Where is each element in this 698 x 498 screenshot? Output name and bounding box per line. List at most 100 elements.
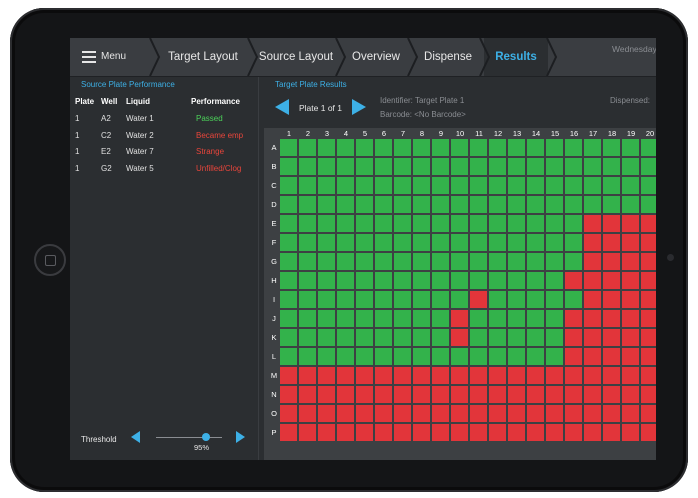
plate-well[interactable] [527,139,544,156]
plate-well[interactable] [375,405,392,422]
plate-well[interactable] [546,196,563,213]
plate-well[interactable] [622,177,639,194]
plate-well[interactable] [280,139,297,156]
plate-well[interactable] [394,310,411,327]
plate-well[interactable] [318,272,335,289]
plate-well[interactable] [508,177,525,194]
plate-well[interactable] [280,234,297,251]
plate-well[interactable] [375,253,392,270]
plate-well[interactable] [470,234,487,251]
plate-well[interactable] [337,405,354,422]
plate-well[interactable] [565,348,582,365]
plate-well[interactable] [413,253,430,270]
plate-well[interactable] [489,291,506,308]
plate-well[interactable] [394,424,411,441]
plate-well[interactable] [489,386,506,403]
plate-well[interactable] [356,158,373,175]
plate-well[interactable] [280,272,297,289]
plate-well[interactable] [375,348,392,365]
plate-well[interactable] [394,215,411,232]
plate-well[interactable] [603,158,620,175]
plate-well[interactable] [470,424,487,441]
plate-well[interactable] [451,158,468,175]
plate-well[interactable] [565,424,582,441]
plate-well[interactable] [641,291,656,308]
plate-well[interactable] [299,158,316,175]
plate-well[interactable] [508,158,525,175]
plate-well[interactable] [603,310,620,327]
plate-well[interactable] [622,234,639,251]
plate-well[interactable] [584,348,601,365]
plate-well[interactable] [299,272,316,289]
plate-well[interactable] [318,177,335,194]
plate-well[interactable] [451,215,468,232]
plate-well[interactable] [565,158,582,175]
plate-well[interactable] [470,272,487,289]
plate-well[interactable] [413,196,430,213]
nav-step-dispense[interactable]: Dispense [424,51,472,63]
plate-well[interactable] [337,215,354,232]
plate-well[interactable] [413,158,430,175]
plate-well[interactable] [299,329,316,346]
plate-well[interactable] [489,367,506,384]
plate-well[interactable] [337,196,354,213]
plate-well[interactable] [394,329,411,346]
plate-well[interactable] [470,139,487,156]
plate-well[interactable] [508,310,525,327]
plate-well[interactable] [584,158,601,175]
plate-well[interactable] [508,386,525,403]
plate-well[interactable] [318,215,335,232]
plate-well[interactable] [641,139,656,156]
plate-well[interactable] [584,196,601,213]
plate-well[interactable] [527,196,544,213]
plate-well[interactable] [432,348,449,365]
plate-well[interactable] [375,139,392,156]
plate-well[interactable] [489,253,506,270]
plate-well[interactable] [451,272,468,289]
plate-well[interactable] [565,310,582,327]
plate-well[interactable] [622,424,639,441]
plate-well[interactable] [375,158,392,175]
plate-well[interactable] [299,405,316,422]
plate-well[interactable] [565,253,582,270]
plate-well[interactable] [413,139,430,156]
plate-well[interactable] [280,386,297,403]
plate-well[interactable] [451,234,468,251]
plate-well[interactable] [299,196,316,213]
plate-well[interactable] [299,310,316,327]
plate-well[interactable] [356,329,373,346]
plate-well[interactable] [451,139,468,156]
plate-well[interactable] [375,386,392,403]
plate-well[interactable] [489,177,506,194]
next-plate-icon[interactable] [352,99,366,115]
plate-well[interactable] [546,158,563,175]
plate-well[interactable] [565,367,582,384]
plate-well[interactable] [508,272,525,289]
plate-well[interactable] [280,348,297,365]
plate-well[interactable] [546,253,563,270]
plate-well[interactable] [527,291,544,308]
plate-well[interactable] [641,310,656,327]
plate-well[interactable] [299,177,316,194]
plate-well[interactable] [318,253,335,270]
plate-well[interactable] [546,424,563,441]
plate-well[interactable] [546,329,563,346]
plate-well[interactable] [432,177,449,194]
plate-well[interactable] [584,424,601,441]
threshold-slider-track[interactable] [156,437,222,438]
plate-well[interactable] [527,405,544,422]
plate-well[interactable] [356,386,373,403]
plate-well[interactable] [622,386,639,403]
plate-well[interactable] [622,215,639,232]
plate-well[interactable] [470,215,487,232]
plate-well[interactable] [375,272,392,289]
plate-well[interactable] [527,272,544,289]
plate-well[interactable] [546,177,563,194]
plate-well[interactable] [565,177,582,194]
plate-well[interactable] [432,386,449,403]
plate-well[interactable] [356,139,373,156]
menu-button[interactable]: Menu [70,38,154,76]
plate-well[interactable] [280,196,297,213]
plate-well[interactable] [603,291,620,308]
plate-well[interactable] [299,253,316,270]
